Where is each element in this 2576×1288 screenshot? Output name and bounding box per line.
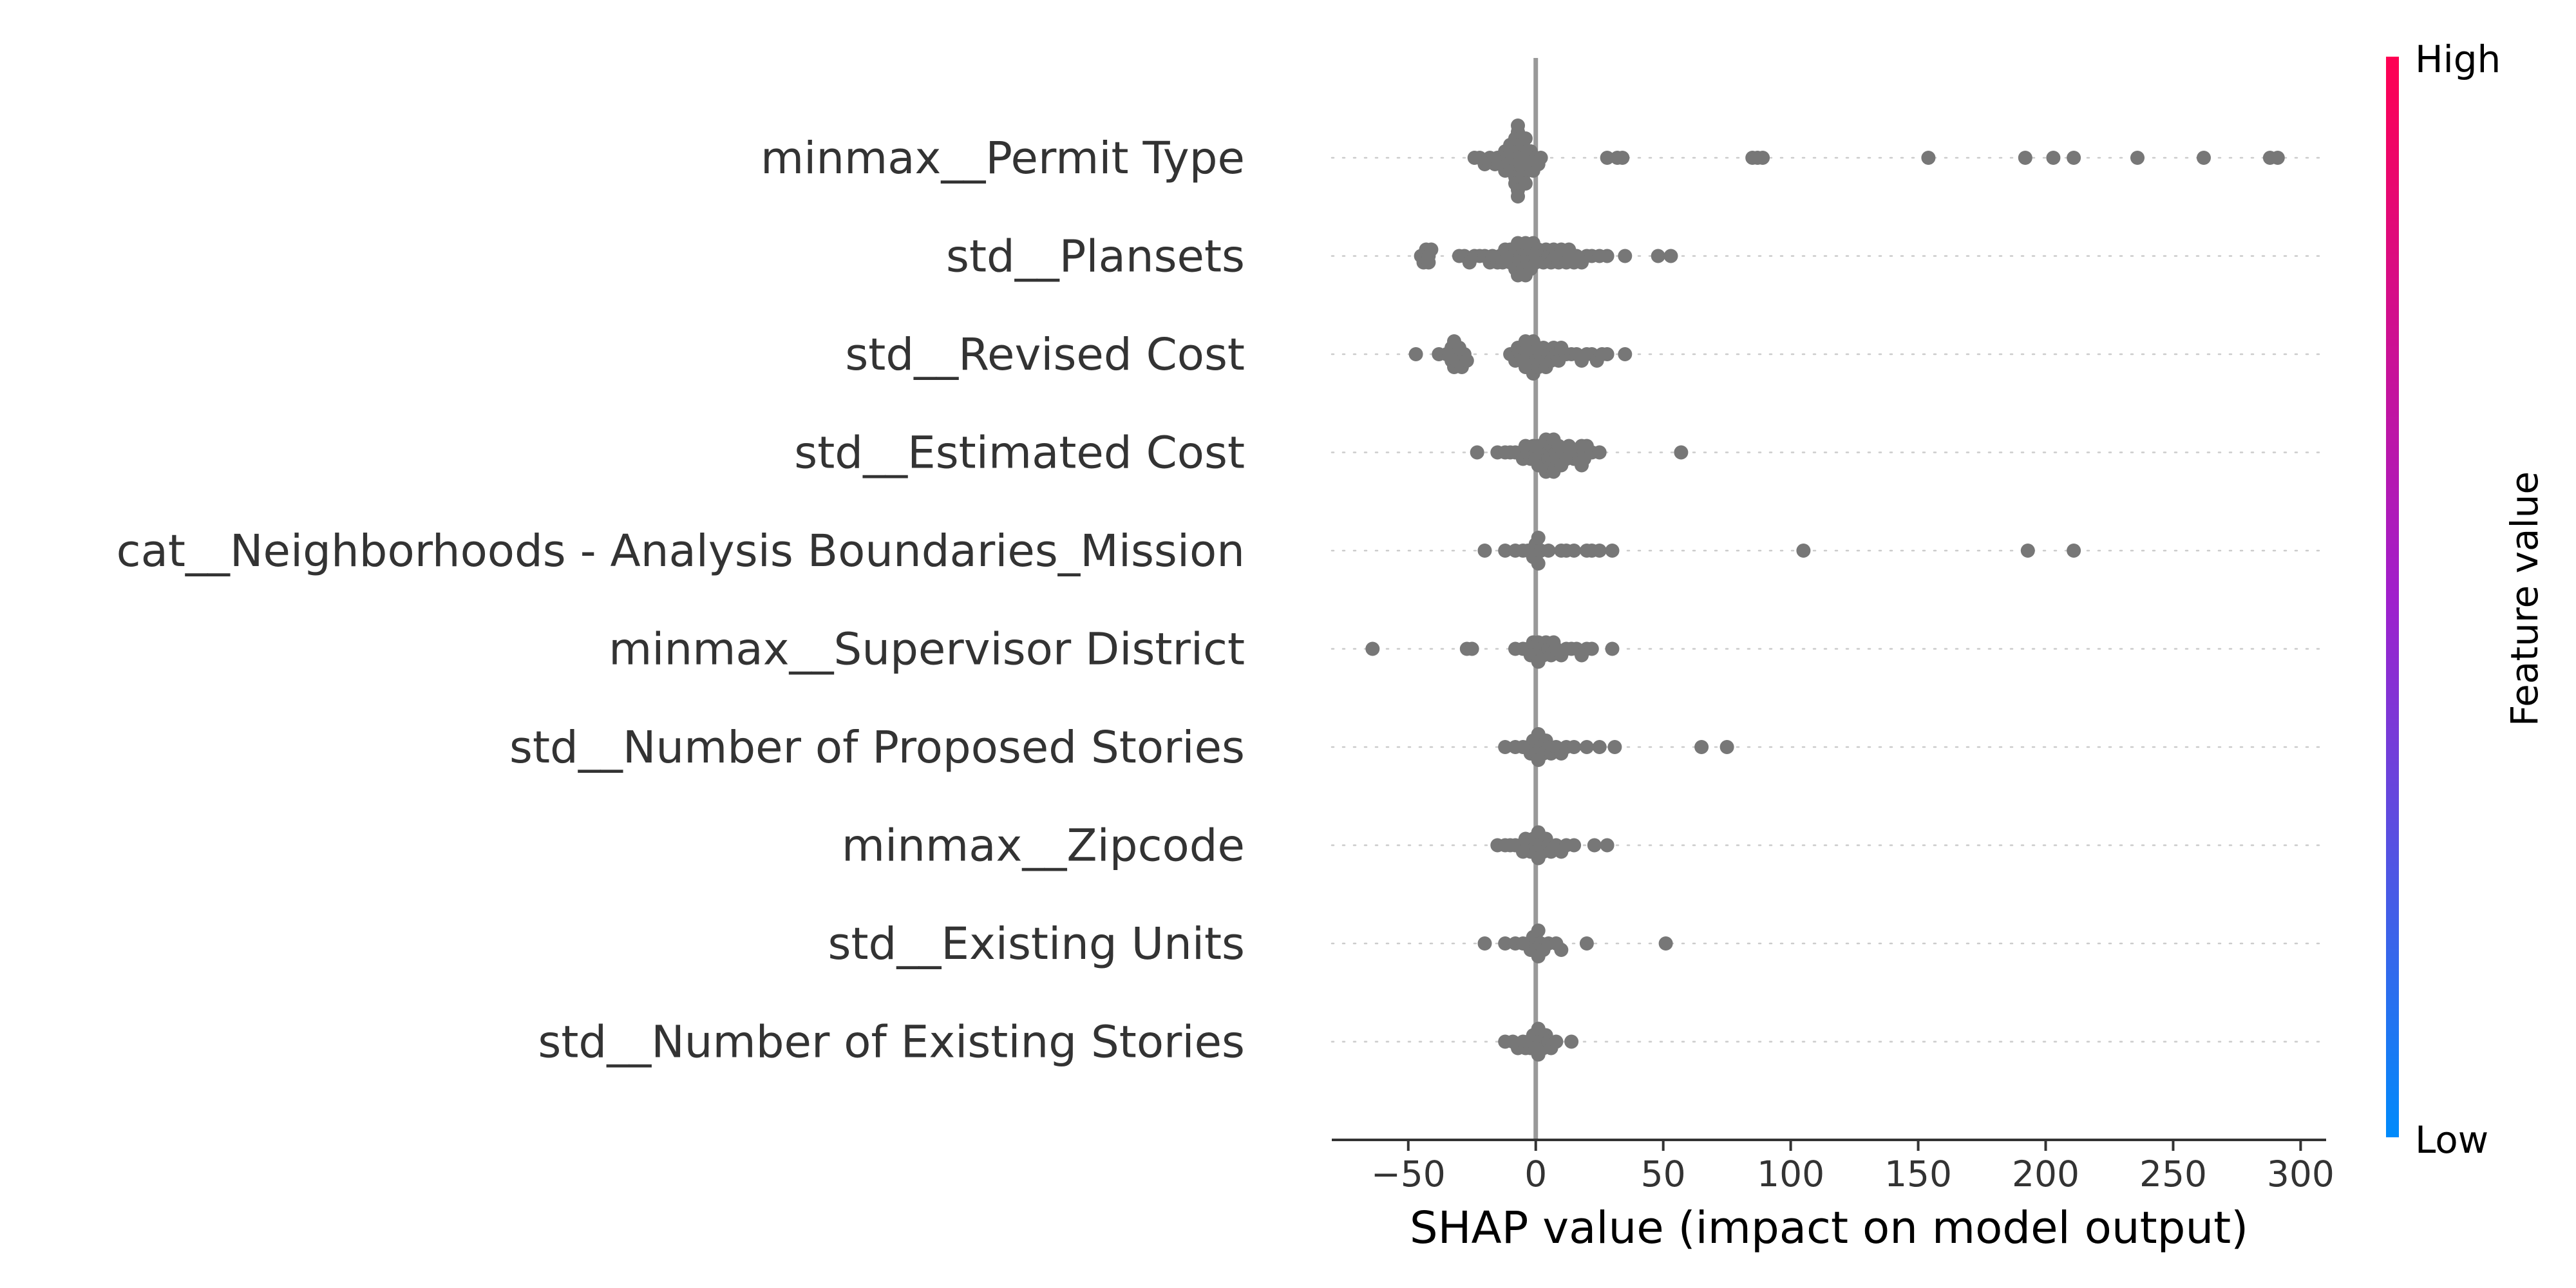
shap-point (1615, 151, 1630, 165)
feature-label: std__Plansets (946, 231, 1245, 283)
shap-point (1518, 131, 1533, 146)
shap-point (1579, 740, 1594, 754)
shap-point (1408, 347, 1423, 361)
shap-point (1600, 249, 1615, 263)
shap-point (1618, 347, 1633, 361)
shap-point (1564, 1034, 1579, 1049)
shap-point (1579, 936, 1594, 951)
shap-point (1618, 249, 1633, 263)
x-tick-label: 200 (2012, 1153, 2079, 1195)
feature-rows (1331, 156, 2327, 1043)
shap-point (1651, 249, 1665, 263)
colorbar (2386, 57, 2399, 1137)
shap-point (1518, 176, 1533, 191)
shap-point (1477, 544, 1492, 558)
x-axis-ticks: −50 0 50 100 150 200 250 300 (1371, 1140, 2334, 1195)
shap-point (2270, 151, 2285, 165)
x-tick-label: 150 (1884, 1153, 1952, 1195)
shap-point (1592, 740, 1607, 754)
shap-point (1531, 531, 1546, 545)
shap-point (1477, 936, 1492, 951)
shap-point (1607, 740, 1622, 754)
shap-point (1511, 118, 1525, 133)
shap-point (1421, 255, 1436, 270)
feature-label: std__Revised Cost (845, 329, 1245, 381)
shap-point (1592, 544, 1607, 558)
feature-label: std__Existing Units (828, 918, 1245, 970)
shap-point (1592, 445, 1607, 460)
shap-point (1498, 936, 1513, 951)
feature-label: minmax__Permit Type (761, 133, 1245, 184)
shap-point (2067, 151, 2081, 165)
x-tick-label: −50 (1371, 1153, 1446, 1195)
feature-label: cat__Neighborhoods - Analysis Boundaries… (117, 526, 1245, 577)
feature-label: std__Estimated Cost (794, 428, 1245, 479)
colorbar-title: Feature value (2503, 471, 2546, 726)
shap-point (1554, 943, 1569, 957)
shap-point (2018, 151, 2032, 165)
feature-labels: minmax__Permit Type std__Plansets std__Rev… (117, 133, 1245, 1068)
shap-point (1464, 641, 1479, 656)
shap-point (1467, 151, 1482, 165)
shap-point (1663, 249, 1678, 263)
shap-point (1459, 354, 1474, 368)
x-tick-label: 0 (1524, 1153, 1547, 1195)
shap-point (1658, 936, 1673, 951)
colorbar-high-label: High (2415, 37, 2501, 81)
shap-point (1531, 556, 1546, 571)
shap-point (1498, 544, 1513, 558)
shap-point (1498, 740, 1513, 754)
shap-point (1600, 838, 1615, 853)
shap-point (1921, 151, 1936, 165)
shap-point (1584, 641, 1599, 656)
feature-label: minmax__Zipcode (842, 820, 1245, 872)
shap-point (1567, 544, 1582, 558)
x-tick-label: 50 (1641, 1153, 1686, 1195)
shap-point (1541, 544, 1556, 558)
shap-point (1567, 740, 1582, 754)
feature-label: std__Number of Proposed Stories (509, 722, 1245, 773)
shap-point (2067, 544, 2081, 558)
feature-label: std__Number of Existing Stories (538, 1017, 1245, 1068)
colorbar-low-label: Low (2415, 1118, 2488, 1162)
shap-point (1674, 445, 1689, 460)
shap-point (1605, 641, 1620, 656)
shap-point (1719, 740, 1734, 754)
shap-points (1365, 118, 2285, 1062)
feature-label: minmax__Supervisor District (609, 624, 1245, 676)
shap-point (1796, 544, 1811, 558)
shap-point (1424, 242, 1439, 257)
x-tick-label: 250 (2139, 1153, 2207, 1195)
shap-point (1511, 189, 1525, 204)
shap-point (1605, 544, 1620, 558)
x-axis-title: SHAP value (impact on model output) (1410, 1202, 2248, 1254)
shap-point (1587, 838, 1602, 853)
shap-point (1567, 838, 1582, 853)
shap-point (1533, 151, 1548, 165)
x-tick-label: 100 (1757, 1153, 1824, 1195)
shap-point (1694, 740, 1709, 754)
shap-point (2020, 544, 2035, 558)
shap-point (1470, 445, 1484, 460)
shap-point (1365, 641, 1380, 656)
shap-point (1531, 923, 1546, 938)
shap-point (2046, 151, 2061, 165)
shap-point (1756, 151, 1770, 165)
shap-point (1549, 1034, 1564, 1049)
shap-point (2130, 151, 2145, 165)
shap-point (2197, 151, 2211, 165)
shap-point (1600, 347, 1615, 361)
x-tick-label: 300 (2267, 1153, 2334, 1195)
shap-point (1600, 151, 1615, 165)
